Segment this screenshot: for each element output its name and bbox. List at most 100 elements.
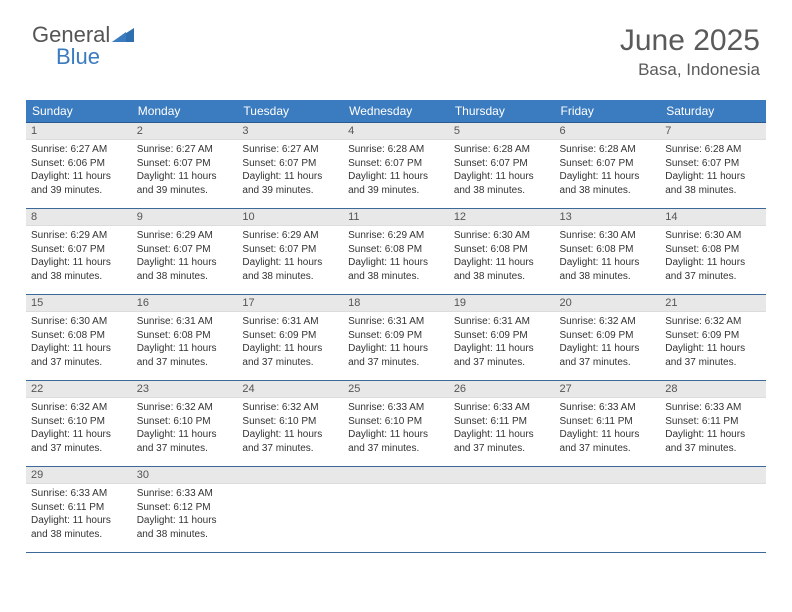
sunrise-text: Sunrise: 6:27 AM bbox=[137, 143, 233, 157]
daylight-text: and 38 minutes. bbox=[31, 528, 127, 542]
day-data: Sunrise: 6:27 AMSunset: 6:07 PMDaylight:… bbox=[237, 140, 343, 200]
day-number: 5 bbox=[449, 123, 555, 140]
daylight-text: Daylight: 11 hours bbox=[31, 514, 127, 528]
sunrise-text: Sunrise: 6:32 AM bbox=[242, 401, 338, 415]
day-data: Sunrise: 6:33 AMSunset: 6:11 PMDaylight:… bbox=[26, 484, 132, 544]
calendar-day-cell: 18Sunrise: 6:31 AMSunset: 6:09 PMDayligh… bbox=[343, 295, 449, 381]
sunrise-text: Sunrise: 6:33 AM bbox=[560, 401, 656, 415]
sunset-text: Sunset: 6:10 PM bbox=[137, 415, 233, 429]
calendar-week-row: 1Sunrise: 6:27 AMSunset: 6:06 PMDaylight… bbox=[26, 123, 766, 209]
sunset-text: Sunset: 6:11 PM bbox=[560, 415, 656, 429]
calendar-day-cell: 1Sunrise: 6:27 AMSunset: 6:06 PMDaylight… bbox=[26, 123, 132, 209]
sunset-text: Sunset: 6:09 PM bbox=[454, 329, 550, 343]
daylight-text: and 37 minutes. bbox=[560, 442, 656, 456]
sunrise-text: Sunrise: 6:32 AM bbox=[137, 401, 233, 415]
daylight-text: and 39 minutes. bbox=[137, 184, 233, 198]
sunrise-text: Sunrise: 6:32 AM bbox=[31, 401, 127, 415]
day-data: Sunrise: 6:32 AMSunset: 6:10 PMDaylight:… bbox=[132, 398, 238, 458]
sunset-text: Sunset: 6:10 PM bbox=[31, 415, 127, 429]
weekday-header: Friday bbox=[555, 100, 661, 123]
day-data: Sunrise: 6:33 AMSunset: 6:11 PMDaylight:… bbox=[449, 398, 555, 458]
calendar-day-cell bbox=[343, 467, 449, 553]
calendar-day-cell: 9Sunrise: 6:29 AMSunset: 6:07 PMDaylight… bbox=[132, 209, 238, 295]
calendar-day-cell: 20Sunrise: 6:32 AMSunset: 6:09 PMDayligh… bbox=[555, 295, 661, 381]
weekday-header: Sunday bbox=[26, 100, 132, 123]
daylight-text: Daylight: 11 hours bbox=[560, 170, 656, 184]
calendar-day-cell: 29Sunrise: 6:33 AMSunset: 6:11 PMDayligh… bbox=[26, 467, 132, 553]
daylight-text: and 38 minutes. bbox=[348, 270, 444, 284]
month-title: June 2025 bbox=[620, 24, 760, 58]
sunrise-text: Sunrise: 6:33 AM bbox=[137, 487, 233, 501]
sunset-text: Sunset: 6:09 PM bbox=[242, 329, 338, 343]
day-data: Sunrise: 6:33 AMSunset: 6:12 PMDaylight:… bbox=[132, 484, 238, 544]
sunrise-text: Sunrise: 6:30 AM bbox=[31, 315, 127, 329]
day-number-empty bbox=[343, 467, 449, 484]
sunset-text: Sunset: 6:10 PM bbox=[348, 415, 444, 429]
daylight-text: and 38 minutes. bbox=[560, 184, 656, 198]
calendar-week-row: 8Sunrise: 6:29 AMSunset: 6:07 PMDaylight… bbox=[26, 209, 766, 295]
day-number: 27 bbox=[555, 381, 661, 398]
calendar-day-cell: 16Sunrise: 6:31 AMSunset: 6:08 PMDayligh… bbox=[132, 295, 238, 381]
sunset-text: Sunset: 6:07 PM bbox=[348, 157, 444, 171]
day-number: 13 bbox=[555, 209, 661, 226]
day-number-empty bbox=[555, 467, 661, 484]
calendar-day-cell: 22Sunrise: 6:32 AMSunset: 6:10 PMDayligh… bbox=[26, 381, 132, 467]
calendar-week-row: 15Sunrise: 6:30 AMSunset: 6:08 PMDayligh… bbox=[26, 295, 766, 381]
day-number: 17 bbox=[237, 295, 343, 312]
calendar-day-cell: 26Sunrise: 6:33 AMSunset: 6:11 PMDayligh… bbox=[449, 381, 555, 467]
sunrise-text: Sunrise: 6:33 AM bbox=[454, 401, 550, 415]
daylight-text: Daylight: 11 hours bbox=[242, 170, 338, 184]
sunset-text: Sunset: 6:11 PM bbox=[665, 415, 761, 429]
sunset-text: Sunset: 6:11 PM bbox=[454, 415, 550, 429]
calendar-day-cell: 15Sunrise: 6:30 AMSunset: 6:08 PMDayligh… bbox=[26, 295, 132, 381]
daylight-text: Daylight: 11 hours bbox=[31, 170, 127, 184]
sunset-text: Sunset: 6:08 PM bbox=[348, 243, 444, 257]
calendar-day-cell: 21Sunrise: 6:32 AMSunset: 6:09 PMDayligh… bbox=[660, 295, 766, 381]
daylight-text: and 37 minutes. bbox=[31, 356, 127, 370]
sunrise-text: Sunrise: 6:28 AM bbox=[665, 143, 761, 157]
daylight-text: and 37 minutes. bbox=[137, 356, 233, 370]
daylight-text: and 37 minutes. bbox=[137, 442, 233, 456]
day-number: 22 bbox=[26, 381, 132, 398]
day-data: Sunrise: 6:33 AMSunset: 6:11 PMDaylight:… bbox=[660, 398, 766, 458]
calendar-week-row: 22Sunrise: 6:32 AMSunset: 6:10 PMDayligh… bbox=[26, 381, 766, 467]
day-number: 30 bbox=[132, 467, 238, 484]
day-number: 29 bbox=[26, 467, 132, 484]
weekday-header: Monday bbox=[132, 100, 238, 123]
calendar-day-cell: 3Sunrise: 6:27 AMSunset: 6:07 PMDaylight… bbox=[237, 123, 343, 209]
calendar-day-cell: 30Sunrise: 6:33 AMSunset: 6:12 PMDayligh… bbox=[132, 467, 238, 553]
sunset-text: Sunset: 6:07 PM bbox=[31, 243, 127, 257]
sunset-text: Sunset: 6:09 PM bbox=[665, 329, 761, 343]
day-number: 7 bbox=[660, 123, 766, 140]
daylight-text: Daylight: 11 hours bbox=[137, 428, 233, 442]
calendar-table: Sunday Monday Tuesday Wednesday Thursday… bbox=[26, 100, 766, 553]
daylight-text: and 39 minutes. bbox=[348, 184, 444, 198]
daylight-text: Daylight: 11 hours bbox=[348, 342, 444, 356]
sunrise-text: Sunrise: 6:27 AM bbox=[242, 143, 338, 157]
sunset-text: Sunset: 6:07 PM bbox=[137, 157, 233, 171]
sunrise-text: Sunrise: 6:28 AM bbox=[560, 143, 656, 157]
day-data: Sunrise: 6:31 AMSunset: 6:09 PMDaylight:… bbox=[343, 312, 449, 372]
calendar-day-cell: 23Sunrise: 6:32 AMSunset: 6:10 PMDayligh… bbox=[132, 381, 238, 467]
sunset-text: Sunset: 6:09 PM bbox=[560, 329, 656, 343]
daylight-text: Daylight: 11 hours bbox=[242, 256, 338, 270]
day-number: 2 bbox=[132, 123, 238, 140]
day-data: Sunrise: 6:31 AMSunset: 6:09 PMDaylight:… bbox=[237, 312, 343, 372]
sunrise-text: Sunrise: 6:32 AM bbox=[665, 315, 761, 329]
day-data: Sunrise: 6:28 AMSunset: 6:07 PMDaylight:… bbox=[343, 140, 449, 200]
weekday-header: Wednesday bbox=[343, 100, 449, 123]
daylight-text: Daylight: 11 hours bbox=[31, 342, 127, 356]
day-data: Sunrise: 6:32 AMSunset: 6:09 PMDaylight:… bbox=[660, 312, 766, 372]
sunrise-text: Sunrise: 6:28 AM bbox=[454, 143, 550, 157]
day-data: Sunrise: 6:28 AMSunset: 6:07 PMDaylight:… bbox=[660, 140, 766, 200]
title-block: June 2025 Basa, Indonesia bbox=[620, 24, 760, 80]
day-data: Sunrise: 6:32 AMSunset: 6:09 PMDaylight:… bbox=[555, 312, 661, 372]
daylight-text: and 37 minutes. bbox=[454, 356, 550, 370]
daylight-text: Daylight: 11 hours bbox=[137, 256, 233, 270]
logo: General Blue bbox=[32, 24, 134, 68]
day-number: 21 bbox=[660, 295, 766, 312]
sunrise-text: Sunrise: 6:31 AM bbox=[454, 315, 550, 329]
calendar-day-cell: 17Sunrise: 6:31 AMSunset: 6:09 PMDayligh… bbox=[237, 295, 343, 381]
day-number: 19 bbox=[449, 295, 555, 312]
day-number: 24 bbox=[237, 381, 343, 398]
